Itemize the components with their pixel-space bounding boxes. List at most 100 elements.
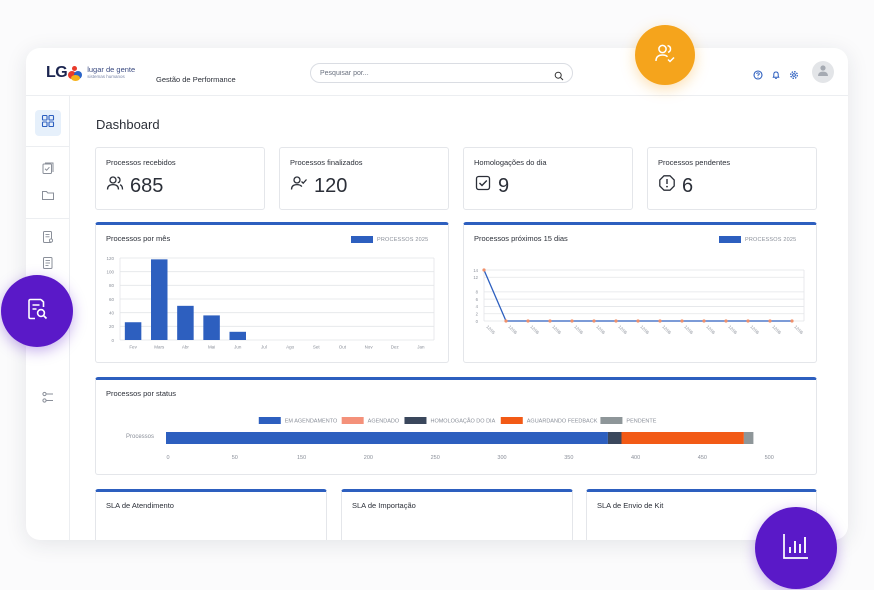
bar-segment-em-agendamento <box>166 432 608 444</box>
top-bar: LG lugar de gente sistemas humanos Gestã… <box>26 48 848 96</box>
sidebar-divider <box>26 218 70 219</box>
x-tick-label: Set <box>313 345 321 350</box>
x-tick-label: 300 <box>497 455 506 461</box>
x-tick-label: Dez <box>391 345 400 350</box>
data-point <box>702 319 706 323</box>
user-avatar-icon <box>816 63 830 82</box>
alert-octagon-icon <box>658 174 676 198</box>
x-tick-label: 12/06 <box>661 324 672 335</box>
x-tick-label: 12/06 <box>595 324 606 335</box>
x-tick-label: Abr <box>182 345 190 350</box>
bar-jun <box>229 331 246 340</box>
legend-swatch <box>404 417 427 424</box>
sla-title: SLA de Importação <box>352 501 416 510</box>
dashboard-icon <box>41 114 55 133</box>
bar-chart-icon <box>781 531 811 566</box>
sla-title: SLA de Envio de Kit <box>597 501 664 510</box>
x-tick-label: 500 <box>765 455 774 461</box>
data-point <box>614 319 618 323</box>
stat-card-finished[interactable]: Processos finalizados 120 <box>279 147 449 210</box>
sidebar-item-flows[interactable] <box>35 386 61 412</box>
logo-tagline-main: lugar de gente <box>87 65 136 74</box>
search-icon[interactable] <box>554 68 564 86</box>
legend-label: HOMOLOGAÇÃO DO DIA <box>430 418 495 425</box>
panel-sla-attendance: SLA de Atendimento <box>95 489 327 540</box>
data-point <box>636 319 640 323</box>
panel-processes-next-15-days: Processos próximos 15 dias PROCESSOS 202… <box>463 222 817 363</box>
bar-segment-aguardando-feedback <box>621 432 744 444</box>
x-tick-label: 12/06 <box>793 324 804 335</box>
y-category-label: Processos <box>126 434 154 440</box>
x-tick-label: 12/05 <box>485 324 496 335</box>
app-title: Gestão de Performance <box>156 75 236 84</box>
sidebar-divider <box>26 146 70 147</box>
help-icon[interactable] <box>753 67 763 85</box>
x-tick-label: 12/06 <box>639 324 650 335</box>
chart-title: Processos próximos 15 dias <box>474 234 568 243</box>
stat-value-row: 685 <box>106 174 163 198</box>
data-point <box>658 319 662 323</box>
legend-label: PENDENTE <box>626 419 656 425</box>
logo-tagline: lugar de gente sistemas humanos <box>87 66 135 80</box>
checklist-icon <box>41 161 55 180</box>
bar-segment-homologa-o-do-dia <box>607 432 622 444</box>
legend-swatch <box>500 417 523 424</box>
y-tick-label: 20 <box>109 324 115 329</box>
x-tick-label: 12/06 <box>749 324 760 335</box>
bell-icon[interactable] <box>771 67 781 85</box>
x-tick-label: 12/06 <box>727 324 738 335</box>
y-tick-label: 14 <box>473 268 478 273</box>
stat-card-homologations[interactable]: Homologações do dia 9 <box>463 147 633 210</box>
panel-processes-per-month: Processos por mês PROCESSOS 2025 0 20 40 60… <box>95 222 449 363</box>
legend-swatch <box>600 417 623 424</box>
sidebar-item-folders[interactable] <box>35 184 61 210</box>
x-tick-label: Out <box>339 345 347 350</box>
legend-swatch <box>258 417 281 424</box>
data-point <box>746 319 750 323</box>
floating-badge-document-search <box>1 275 73 347</box>
stat-card-pending[interactable]: Processos pendentes 6 <box>647 147 817 210</box>
sidebar-item-reports[interactable] <box>35 252 61 278</box>
x-tick-label: 200 <box>364 455 373 461</box>
report-icon <box>41 256 55 275</box>
sidebar-item-dashboard[interactable] <box>35 110 61 136</box>
document-icon <box>41 230 55 249</box>
stat-value: 685 <box>130 174 164 197</box>
stat-value: 120 <box>314 174 348 197</box>
y-tick-label: 80 <box>109 283 115 288</box>
stat-value-row: 6 <box>658 174 693 198</box>
sidebar-item-documents[interactable] <box>35 226 61 252</box>
x-tick-label: Jan <box>417 345 425 350</box>
stat-label: Homologações do dia <box>474 158 547 167</box>
y-tick-label: 6 <box>476 297 479 302</box>
x-tick-label: 50 <box>232 455 238 461</box>
search-box[interactable] <box>310 63 573 83</box>
x-tick-label: 12/06 <box>529 324 540 335</box>
legend-label: AGENDADO <box>368 419 400 425</box>
y-tick-label: 4 <box>476 304 479 309</box>
legend-label: PROCESSOS 2025 <box>377 236 429 243</box>
sidebar-item-tasks[interactable] <box>35 157 61 183</box>
y-tick-label: 8 <box>476 290 479 295</box>
stat-card-received[interactable]: Processos recebidos 685 <box>95 147 265 210</box>
data-point <box>526 319 530 323</box>
bar-mars <box>151 259 168 340</box>
x-tick-label: Jun <box>234 345 242 350</box>
bar-abr <box>177 305 194 340</box>
stat-label: Processos recebidos <box>106 158 176 167</box>
user-check-icon <box>290 174 308 198</box>
y-tick-label: 40 <box>109 310 115 315</box>
panel-sla-import: SLA de Importação <box>341 489 573 540</box>
y-tick-label: 100 <box>106 269 114 274</box>
x-tick-label: Fev <box>129 345 137 350</box>
bar-mai <box>203 315 220 340</box>
gear-icon[interactable] <box>789 67 799 85</box>
data-point <box>548 319 552 323</box>
bar-segment-pendente <box>743 432 754 444</box>
search-input[interactable] <box>320 68 540 79</box>
logo[interactable]: LG lugar de gente sistemas humanos <box>46 64 135 82</box>
y-tick-label: 60 <box>109 297 115 302</box>
document-search-icon <box>24 296 50 327</box>
user-avatar[interactable] <box>812 61 834 83</box>
